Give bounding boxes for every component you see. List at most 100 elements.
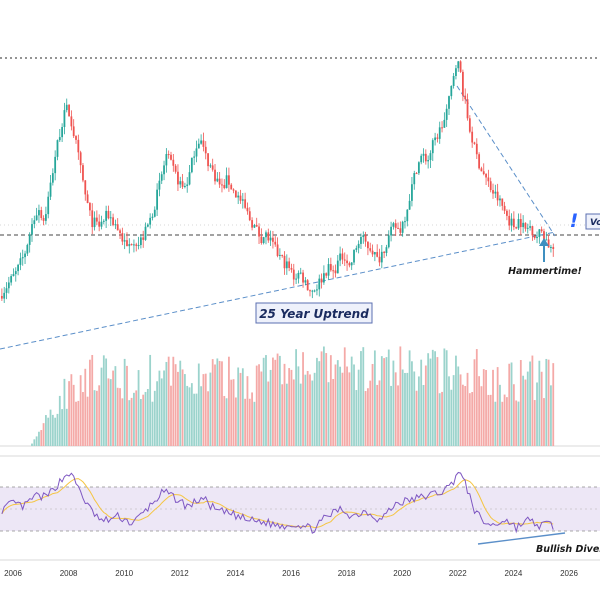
candle-down bbox=[116, 224, 119, 231]
volume-bar bbox=[401, 369, 404, 446]
volume-bar bbox=[63, 378, 66, 446]
price-candles bbox=[0, 60, 555, 303]
x-tick-label: 2008 bbox=[60, 569, 78, 578]
candle-up bbox=[21, 257, 24, 259]
candle-down bbox=[466, 99, 469, 119]
candle-down bbox=[167, 154, 170, 156]
candle-up bbox=[411, 184, 413, 201]
candle-up bbox=[417, 162, 420, 174]
volume-bar bbox=[540, 371, 543, 446]
volume-bar bbox=[360, 351, 362, 446]
volume-bar bbox=[397, 385, 399, 446]
candle-up bbox=[431, 140, 434, 154]
volume-bar bbox=[406, 372, 409, 446]
volume-bar bbox=[316, 357, 318, 446]
candle-down bbox=[130, 244, 133, 246]
volume-bar bbox=[165, 361, 168, 446]
volume-bar bbox=[485, 370, 487, 446]
candle-up bbox=[350, 262, 353, 266]
volume-bar bbox=[376, 384, 379, 446]
candle-up bbox=[311, 290, 314, 292]
candle-up bbox=[336, 260, 339, 274]
candle-up bbox=[197, 143, 200, 149]
volume-bar bbox=[207, 391, 209, 446]
candle-up bbox=[144, 226, 147, 240]
volume-bar bbox=[68, 381, 70, 446]
candle-down bbox=[258, 226, 260, 237]
volume-bar bbox=[251, 392, 253, 446]
candle-up bbox=[160, 174, 163, 181]
candle-up bbox=[38, 210, 40, 216]
candle-down bbox=[515, 227, 518, 229]
candle-up bbox=[237, 195, 240, 198]
candle-down bbox=[473, 142, 476, 144]
volume-bar bbox=[177, 371, 179, 446]
volume-bar bbox=[202, 374, 205, 446]
volume-bar bbox=[517, 401, 520, 446]
volume-bar bbox=[142, 394, 145, 446]
volume-bar bbox=[346, 366, 348, 446]
x-axis-ticks: 2006 2008 2010 2012 2014 2016 2018 2020 2022 2024… bbox=[4, 569, 578, 578]
candle-up bbox=[304, 280, 307, 283]
volume-bar bbox=[297, 366, 300, 446]
volume-bar bbox=[367, 388, 369, 446]
uptrend-line bbox=[0, 231, 556, 350]
volume-bar bbox=[65, 408, 68, 446]
candle-up bbox=[10, 276, 13, 283]
volume-bar bbox=[137, 370, 140, 446]
candle-down bbox=[267, 232, 270, 241]
candle-up bbox=[93, 217, 96, 228]
candle-up bbox=[17, 264, 19, 272]
candle-up bbox=[35, 215, 38, 221]
volume-bar bbox=[496, 367, 499, 446]
volume-bar bbox=[489, 394, 492, 446]
candle-down bbox=[211, 165, 214, 170]
volume-bar bbox=[311, 380, 314, 446]
volume-bar bbox=[144, 391, 147, 446]
volume-bar bbox=[383, 358, 386, 446]
volume-bar bbox=[160, 378, 163, 446]
candle-up bbox=[443, 119, 446, 128]
volume-bar bbox=[466, 372, 469, 446]
candle-down bbox=[334, 270, 337, 274]
volume-bar bbox=[91, 354, 94, 446]
volume-bar bbox=[181, 369, 184, 446]
candle-up bbox=[56, 140, 59, 157]
volume-bar bbox=[163, 370, 165, 446]
volume-bar bbox=[468, 393, 471, 446]
volume-bar bbox=[195, 393, 198, 446]
candle-up bbox=[316, 289, 318, 291]
volume-bar bbox=[156, 381, 158, 446]
volume-bar bbox=[218, 360, 221, 446]
candle-down bbox=[399, 228, 402, 233]
candle-up bbox=[102, 220, 105, 222]
candle-up bbox=[200, 140, 203, 144]
candle-down bbox=[207, 153, 209, 167]
volume-bar bbox=[54, 417, 57, 446]
candle-up bbox=[322, 273, 325, 283]
volume-bar bbox=[304, 374, 307, 446]
candle-down bbox=[95, 217, 98, 222]
candle-up bbox=[362, 235, 365, 237]
volume-bar bbox=[436, 357, 439, 446]
volume-bar bbox=[545, 358, 548, 446]
candle-up bbox=[536, 236, 538, 239]
downtrend-line bbox=[456, 85, 556, 237]
volume-bar bbox=[529, 361, 531, 446]
volume-bar bbox=[33, 439, 36, 446]
volume-bar bbox=[471, 392, 474, 446]
candle-up bbox=[137, 245, 140, 247]
candle-up bbox=[450, 85, 453, 97]
candle-up bbox=[12, 274, 15, 277]
volume-bar bbox=[422, 384, 425, 446]
volume-bar bbox=[186, 385, 189, 446]
candle-up bbox=[100, 221, 103, 227]
candle-down bbox=[332, 270, 335, 272]
volume-bar bbox=[119, 388, 121, 446]
volume-bar bbox=[216, 358, 219, 446]
volume-bar bbox=[415, 390, 418, 446]
volume-bar bbox=[473, 359, 476, 446]
volume-bar bbox=[499, 384, 501, 446]
candle-up bbox=[225, 175, 228, 189]
